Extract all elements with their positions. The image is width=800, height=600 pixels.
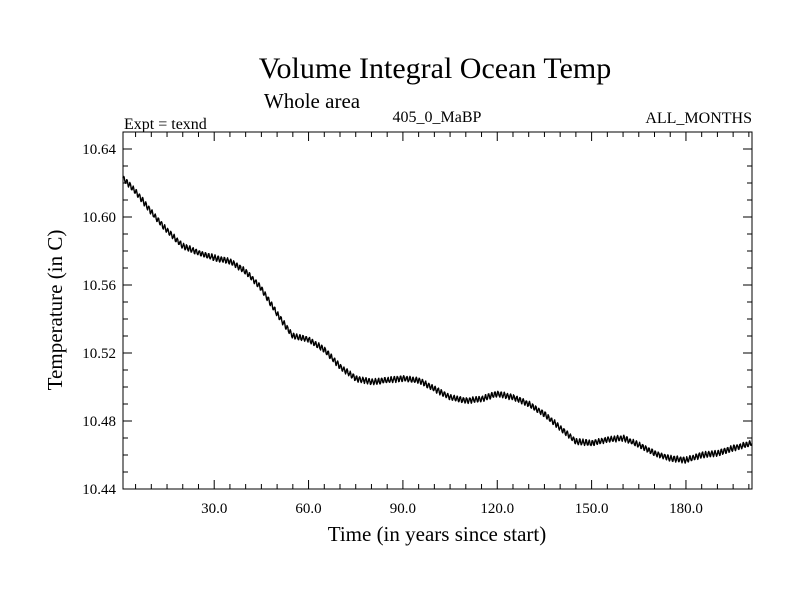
y-tick-label: 10.60 [82, 210, 116, 226]
x-tick-label: 30.0 [201, 501, 227, 517]
x-tick-label: 90.0 [390, 501, 416, 517]
x-axis-label: Time (in years since start) [328, 522, 547, 546]
y-axis-label: Temperature (in C) [43, 230, 67, 391]
y-tick-labels: 10.44 10.48 10.52 10.56 10.60 10.64 [82, 142, 116, 498]
y-tick-label: 10.64 [82, 142, 116, 158]
y-tick-label: 10.44 [82, 482, 116, 498]
x-tick-labels: 30.0 60.0 90.0 120.0 150.0 180.0 [201, 501, 703, 517]
run-label: 405_0_MaBP [393, 109, 482, 126]
experiment-label: Expt = texnd [124, 116, 207, 133]
axis-ticks [123, 132, 752, 490]
x-tick-label: 180.0 [669, 501, 703, 517]
chart-subtitle: Whole area [264, 89, 361, 113]
x-tick-label: 150.0 [575, 501, 609, 517]
y-tick-label: 10.48 [82, 414, 116, 430]
x-tick-label: 120.0 [480, 501, 514, 517]
series-line [122, 175, 753, 464]
plot-frame [122, 131, 753, 490]
period-label: ALL_MONTHS [645, 110, 752, 127]
y-tick-label: 10.52 [82, 346, 116, 362]
y-tick-label: 10.56 [82, 278, 116, 294]
chart-title: Volume Integral Ocean Temp [259, 52, 612, 85]
x-tick-label: 60.0 [295, 501, 321, 517]
